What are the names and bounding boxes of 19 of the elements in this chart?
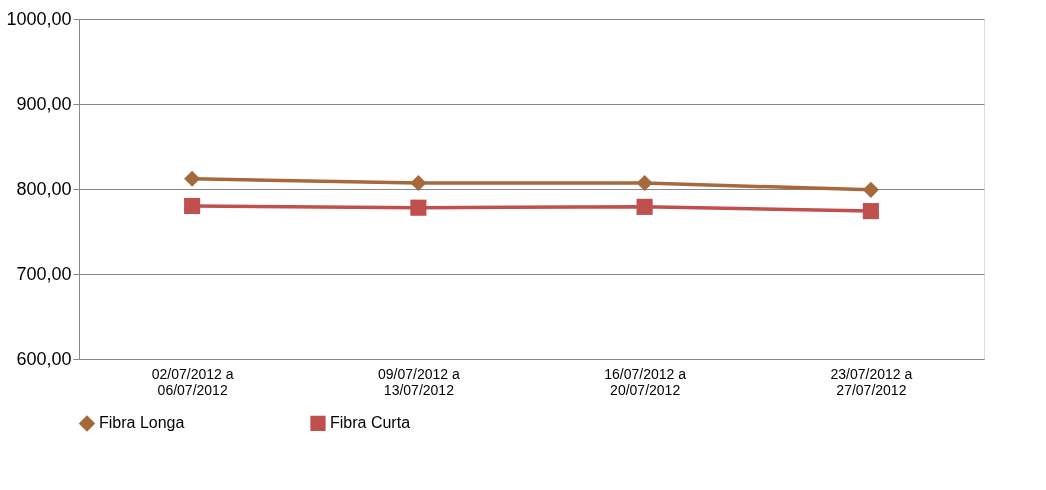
y-tick-label: 800,00 [16, 178, 72, 199]
x-tick-label: 09/07/2012 a 13/07/2012 [378, 365, 460, 398]
point [636, 174, 653, 192]
point [410, 174, 427, 192]
legend-label: Fibra Longa [99, 414, 185, 432]
y-tick-label: 700,00 [16, 263, 72, 284]
point [862, 203, 879, 220]
point [184, 170, 201, 187]
point [410, 199, 427, 216]
point [184, 197, 201, 215]
y-tick-label: 600,00 [16, 348, 72, 369]
point [636, 198, 653, 215]
x-tick-label: 16/07/2012 a 20/07/2012 [604, 365, 687, 398]
point [862, 181, 879, 198]
x-tick-label: 23/07/2012 a 27/07/2012 [830, 365, 913, 398]
y-tick-label: 900,00 [16, 93, 72, 114]
y-tick-label: 1000,00 [6, 8, 72, 29]
legend-label: Fibra Curta [330, 414, 411, 432]
x-tick-label: 02/07/2012 a 06/07/2012 [151, 365, 234, 398]
